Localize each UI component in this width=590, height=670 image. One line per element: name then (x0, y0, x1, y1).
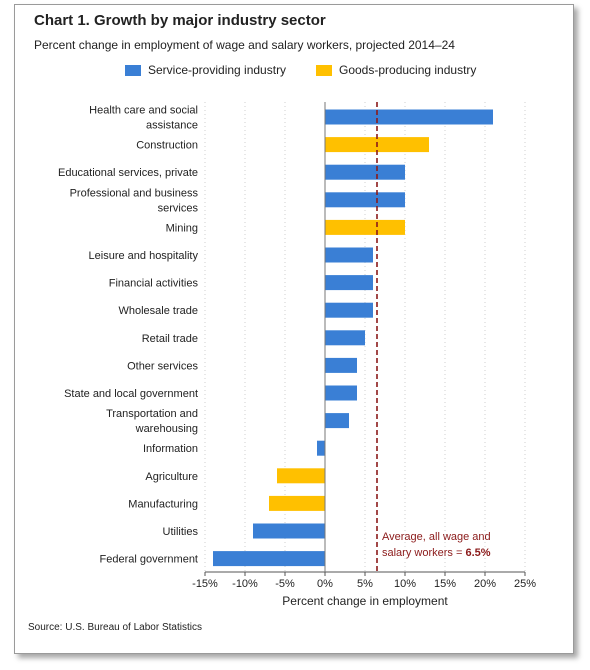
average-label-prefix: salary workers = (382, 547, 465, 559)
x-tick-label: 20% (474, 578, 496, 590)
category-label: Transportation and warehousing (106, 408, 198, 435)
category-label-line: Manufacturing (128, 498, 198, 510)
bar (269, 495, 325, 511)
legend-swatch-service (125, 64, 141, 76)
x-tick-label: 5% (357, 578, 373, 590)
legend-label-service: Service-providing industry (148, 63, 287, 77)
category-label-line: Information (143, 443, 198, 455)
category-label-line: Educational services, private (58, 167, 198, 179)
x-tick-label: 0% (317, 578, 333, 590)
category-label-line: Retail trade (142, 333, 198, 345)
x-tick-label: 15% (434, 578, 456, 590)
category-label-line: Leisure and hospitality (89, 250, 199, 262)
bar (325, 219, 405, 235)
category-label: Other services (127, 360, 198, 372)
bar (317, 440, 325, 456)
x-tick-label: -15% (192, 578, 218, 590)
bar (325, 109, 493, 125)
category-label: Financial activities (109, 278, 199, 290)
bar (325, 357, 357, 373)
category-label-line: services (158, 202, 199, 214)
x-tick-label: -5% (275, 578, 295, 590)
category-label: Federal government (100, 554, 198, 566)
x-tick-label: 25% (514, 578, 536, 590)
x-axis-label: Percent change in employment (282, 594, 448, 608)
bar (277, 468, 325, 484)
average-label-line2: salary workers = 6.5% (382, 547, 491, 559)
legend-item-goods: Goods-producing industry (316, 63, 476, 77)
category-label: Wholesale trade (119, 305, 199, 317)
category-label: Professional and business services (70, 187, 199, 214)
category-label: Information (143, 443, 198, 455)
x-tick-label: -10% (232, 578, 258, 590)
category-label-line: Health care and social (89, 105, 198, 117)
category-label: Construction (136, 140, 198, 152)
average-label-value: 6.5% (465, 547, 490, 559)
category-label: Leisure and hospitality (89, 250, 199, 262)
legend-swatch-goods (316, 64, 332, 76)
chart-title: Chart 1. Growth by major industry sector (34, 12, 326, 29)
category-label-line: State and local government (64, 388, 198, 400)
category-label-line: Agriculture (145, 471, 198, 483)
category-label: Retail trade (142, 333, 198, 345)
category-label-line: Wholesale trade (119, 305, 199, 317)
bar (325, 247, 373, 263)
legend-item-service: Service-providing industry (125, 63, 286, 77)
category-label-line: Financial activities (109, 278, 199, 290)
average-label-line1: Average, all wage and (382, 531, 491, 543)
legend: Service-providing industry Goods-produci… (0, 63, 590, 81)
category-label: Health care and social assistance (89, 105, 198, 132)
category-label-line: Construction (136, 140, 198, 152)
source-note: Source: U.S. Bureau of Labor Statistics (28, 622, 202, 633)
bar (325, 330, 365, 346)
category-label: Mining (166, 222, 198, 234)
bar (325, 192, 405, 208)
category-label-line: assistance (146, 120, 198, 132)
bar (325, 302, 373, 318)
category-label-line: Transportation and (106, 408, 198, 420)
category-label-line: Utilities (163, 526, 199, 538)
legend-label-goods: Goods-producing industry (339, 63, 477, 77)
bar (325, 275, 373, 291)
chart-subtitle: Percent change in employment of wage and… (34, 38, 455, 52)
category-label-line: Federal government (100, 554, 198, 566)
category-label: Utilities (163, 526, 199, 538)
category-label-line: warehousing (135, 423, 198, 435)
category-label: Agriculture (145, 471, 198, 483)
category-label-line: Professional and business (70, 187, 199, 199)
x-tick-label: 10% (394, 578, 416, 590)
bar (253, 523, 325, 539)
category-label: State and local government (64, 388, 198, 400)
category-label: Educational services, private (58, 167, 198, 179)
category-label-line: Mining (166, 222, 198, 234)
bar (325, 385, 357, 401)
bar (325, 164, 405, 180)
bar (325, 413, 349, 429)
bar (213, 551, 325, 567)
category-label-line: Other services (127, 360, 198, 372)
category-label: Manufacturing (128, 498, 198, 510)
